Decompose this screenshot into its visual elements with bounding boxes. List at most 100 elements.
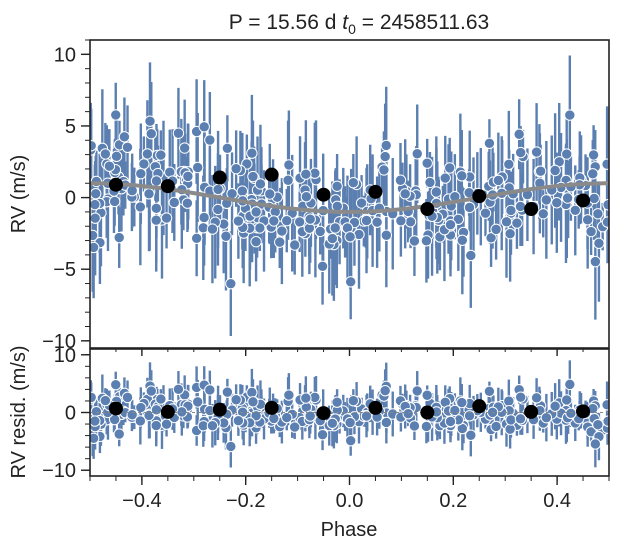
resid-obs-point [268, 412, 280, 425]
resid-obs-point [420, 420, 433, 433]
rv-obs-point [329, 222, 341, 234]
resid-obs-point [150, 419, 162, 432]
resid-obs-point [230, 394, 242, 406]
rv-obs-point [276, 225, 288, 237]
resid-binned-point [160, 404, 175, 419]
resid-obs-point [121, 391, 134, 404]
rv-obs-point [588, 192, 600, 205]
resid-obs-point [225, 440, 237, 453]
rv-obs-point [232, 215, 245, 227]
resid-obs-point [247, 396, 259, 408]
rv-y-tick-label: 5 [65, 116, 76, 138]
title-t0-value: = 2458511.63 [356, 11, 489, 34]
rv-obs-point [212, 203, 224, 216]
rv-obs-point [198, 121, 210, 133]
rv-obs-point [250, 206, 262, 218]
rv-obs-point [511, 217, 523, 229]
rv-obs-point [90, 241, 100, 254]
phase-tick-label: 0.0 [336, 490, 364, 512]
resid-obs-point [204, 384, 216, 396]
rv-obs-point [90, 229, 99, 242]
rv-obs-point [221, 142, 234, 155]
rv-obs-point [190, 232, 203, 244]
resid-obs-point [344, 434, 357, 447]
rv-obs-point [421, 157, 433, 169]
resid-y-tick-label: −10 [42, 460, 76, 482]
rv-obs-point [430, 186, 443, 198]
rv-obs-point [503, 158, 515, 171]
title-prefix: P = 15.56 d [229, 11, 342, 34]
resid-obs-point [145, 385, 157, 397]
rv-binned-point [472, 189, 487, 204]
rv-obs-point [198, 211, 210, 224]
rv-obs-point [191, 161, 204, 174]
rv-obs-point [581, 214, 594, 226]
resid-obs-point [402, 408, 414, 420]
resid-obs-point [540, 411, 553, 424]
resid-binned-point [368, 400, 383, 415]
rv-obs-point [331, 180, 343, 192]
rv-obs-point [250, 236, 262, 248]
resid-obs-point [300, 392, 312, 404]
resid-obs-point [283, 389, 295, 401]
resid-obs-point [90, 391, 97, 404]
resid-obs-point [250, 410, 262, 422]
rv-obs-point [155, 149, 167, 161]
resid-panel-axes: −10 0 10 −0.4 −0.2 0.0 0.2 0.4 [42, 345, 610, 512]
rv-obs-point [483, 137, 496, 149]
rv-binned-point [524, 202, 539, 217]
rv-obs-point [444, 162, 456, 174]
rv-obs-point [314, 225, 326, 238]
rv-obs-point [300, 168, 312, 180]
rv-obs-point [254, 178, 267, 190]
rv-obs-point [404, 216, 417, 228]
resid-obs-point [589, 438, 602, 450]
resid-obs-point [316, 429, 329, 441]
rv-binned-point [420, 202, 435, 217]
rv-obs-point [537, 208, 549, 220]
rv-obs-point [172, 127, 185, 139]
rv-obs-point [530, 146, 543, 158]
rv-obs-point [206, 223, 219, 235]
phase-tick-label: 0.2 [439, 490, 467, 512]
rv-obs-point [456, 170, 468, 182]
resid-obs-point [444, 415, 457, 428]
resid-obs-point [514, 413, 527, 425]
rv-binned-point [576, 193, 591, 208]
rv-obs-point [160, 212, 173, 224]
rv-binned-point [212, 170, 227, 185]
rv-obs-point [585, 225, 597, 238]
rv-obs-point [99, 148, 112, 160]
rv-obs-point [304, 213, 316, 225]
rv-obs-point [395, 215, 407, 227]
resid-obs-point [99, 394, 112, 407]
rv-obs-point [601, 216, 609, 228]
phase-tick-label: −0.4 [122, 490, 161, 512]
resid-obs-point [90, 415, 101, 427]
rv-obs-point [103, 160, 116, 172]
resid-obs-point [281, 411, 293, 424]
rv-obs-point [564, 109, 576, 121]
resid-y-tick-label: 0 [65, 403, 76, 425]
rv-obs-point [283, 159, 295, 171]
keplerian-model-curve [90, 181, 609, 214]
rv-obs-point [379, 150, 391, 163]
resid-obs-point [191, 396, 204, 408]
resid-obs-point [602, 415, 609, 427]
resid-obs-point [565, 407, 577, 420]
resid-obs-point [456, 396, 468, 409]
rv-binned-point [160, 179, 175, 194]
rv-binned-point [108, 177, 123, 192]
rv-obs-point [178, 142, 191, 154]
resid-obs-point [172, 383, 185, 396]
resid-obs-point [503, 395, 515, 407]
rv-obs-point [589, 255, 602, 268]
rv-obs-point [150, 175, 163, 187]
resid-obs-point [463, 410, 476, 422]
resid-obs-point [176, 406, 188, 418]
chart-title: P = 15.56 d t0 = 2458511.63 [229, 11, 489, 37]
rv-obs-point [110, 150, 123, 163]
rv-obs-point [399, 188, 411, 200]
rv-panel-data [90, 55, 609, 336]
phase-tick-label: −0.2 [226, 490, 265, 512]
